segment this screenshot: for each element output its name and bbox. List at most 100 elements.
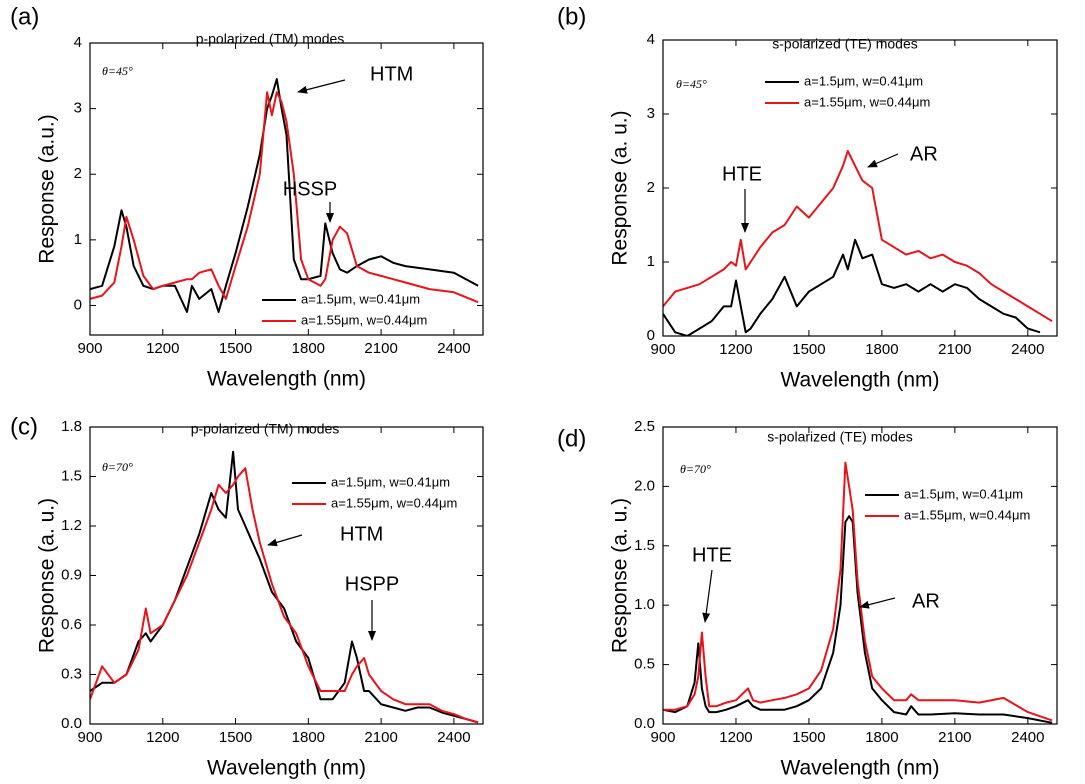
annotation-arrow <box>702 569 713 623</box>
y-tick-label: 0 <box>647 327 655 344</box>
x-tick-label: 2100 <box>364 729 397 746</box>
angle-label: θ=45° <box>676 77 707 91</box>
annotation-arrow <box>297 79 346 94</box>
y-tick-label: 1.5 <box>61 467 82 484</box>
y-axis-label: Response (a. u.) <box>609 498 632 653</box>
x-tick-label: 1800 <box>865 341 898 358</box>
x-tick-label: 900 <box>77 340 102 357</box>
angle-label: θ=45° <box>102 64 133 78</box>
annotation: HTE <box>722 163 762 185</box>
legend-label: a=1.5μm, w=0.41μm <box>804 73 923 88</box>
y-tick-label: 2 <box>74 165 82 182</box>
annotation: AR <box>912 590 940 612</box>
legend-label: a=1.55μm, w=0.44μm <box>301 312 427 327</box>
y-tick-label: 3 <box>74 100 82 117</box>
x-tick-label: 1500 <box>792 729 825 746</box>
annotation: HTM <box>370 63 413 85</box>
x-tick-label: 2400 <box>437 340 470 357</box>
series-line <box>90 91 479 304</box>
y-tick-label: 0.3 <box>61 665 82 682</box>
annotation: AR <box>910 143 938 165</box>
plot-frame <box>662 426 1058 725</box>
annotation-arrow <box>867 153 899 168</box>
y-tick-label: 4 <box>647 31 655 48</box>
y-tick-label: 2.5 <box>634 418 655 435</box>
panel: (a) p-polarized (TM) modes θ=45° 900 1200 150… <box>10 3 484 391</box>
x-tick-label: 2400 <box>437 729 470 746</box>
chart-title: p-polarized (TM) modes <box>191 421 340 437</box>
annotation: HTE <box>692 544 732 566</box>
x-tick-label: 900 <box>650 341 675 358</box>
panel: (d) s-polarized (TE) modes θ=70° 900 1200 150… <box>557 418 1058 780</box>
plot-frame <box>89 42 484 336</box>
x-tick-label: 900 <box>77 729 102 746</box>
x-tick-label: 1800 <box>292 340 325 357</box>
annotation: HSPP <box>345 573 399 595</box>
panel-label: (a) <box>10 3 39 30</box>
panel: (c) p-polarized (TM) modes θ=70° 900 1200 150… <box>10 413 484 780</box>
y-tick-label: 0.6 <box>61 616 82 633</box>
y-tick-label: 0.9 <box>61 566 82 583</box>
x-axis-label: Wavelength (nm) <box>780 369 939 392</box>
x-tick-label: 1200 <box>719 729 752 746</box>
legend-label: a=1.55μm, w=0.44μm <box>904 507 1030 522</box>
panel: (b) s-polarized (TE) modes θ=45° 900 1200 150… <box>557 3 1058 392</box>
x-tick-label: 2100 <box>938 341 971 358</box>
y-tick-label: 3 <box>647 105 655 122</box>
legend-label: a=1.55μm, w=0.44μm <box>804 94 930 109</box>
y-tick-label: 0.0 <box>61 715 82 732</box>
legend-label: a=1.5μm, w=0.41μm <box>301 291 420 306</box>
y-axis-label: Response (a. u.) <box>609 110 632 265</box>
x-axis-label: Wavelength (nm) <box>780 757 939 780</box>
y-tick-label: 1 <box>74 231 82 248</box>
x-tick-label: 1500 <box>219 340 252 357</box>
x-tick-label: 2400 <box>1011 729 1044 746</box>
legend-label: a=1.5μm, w=0.41μm <box>904 486 1023 501</box>
legend-label: a=1.55μm, w=0.44μm <box>331 495 457 510</box>
x-tick-label: 900 <box>650 729 675 746</box>
y-tick-label: 4 <box>74 34 82 51</box>
x-axis-label: Wavelength (nm) <box>207 368 366 391</box>
legend-label: a=1.5μm, w=0.41μm <box>331 474 450 489</box>
y-tick-label: 1.2 <box>61 517 82 534</box>
y-axis-label: Response (a.u.) <box>36 114 59 263</box>
panel-label: (b) <box>557 3 586 30</box>
x-tick-label: 1200 <box>719 341 752 358</box>
y-tick-label: 1.0 <box>634 596 655 613</box>
y-tick-label: 0.0 <box>634 715 655 732</box>
series-line <box>663 238 1041 336</box>
y-tick-label: 0 <box>74 296 82 313</box>
x-tick-label: 2100 <box>938 729 971 746</box>
y-tick-label: 2.0 <box>634 477 655 494</box>
x-tick-label: 2100 <box>364 340 397 357</box>
panel-label: (d) <box>557 425 586 452</box>
chart-title: s-polarized (TE) modes <box>772 36 918 52</box>
y-tick-label: 1.5 <box>634 537 655 554</box>
x-tick-label: 1500 <box>792 341 825 358</box>
series-line <box>663 150 1053 323</box>
annotation-arrow <box>859 597 896 609</box>
y-tick-label: 2 <box>647 179 655 196</box>
angle-label: θ=70° <box>102 460 133 474</box>
panel-label: (c) <box>10 413 38 440</box>
annotation: HSSP <box>283 178 337 200</box>
x-tick-label: 1800 <box>865 729 898 746</box>
x-tick-label: 2400 <box>1011 341 1044 358</box>
series-line <box>663 515 1053 724</box>
y-tick-label: 1.8 <box>61 418 82 435</box>
series-line <box>90 450 479 724</box>
angle-label: θ=70° <box>680 462 711 476</box>
x-tick-label: 1200 <box>146 729 179 746</box>
y-tick-label: 0.5 <box>634 656 655 673</box>
plot-frame <box>89 426 484 725</box>
y-axis-label: Response (a. u.) <box>36 498 59 653</box>
annotation: HTM <box>340 523 383 545</box>
series-line <box>90 467 479 724</box>
x-axis-label: Wavelength (nm) <box>207 757 366 780</box>
x-tick-label: 1800 <box>292 729 325 746</box>
y-tick-label: 1 <box>647 253 655 270</box>
chart-title: p-polarized (TM) modes <box>196 31 345 47</box>
x-tick-label: 1500 <box>219 729 252 746</box>
annotation-arrow <box>267 534 303 547</box>
